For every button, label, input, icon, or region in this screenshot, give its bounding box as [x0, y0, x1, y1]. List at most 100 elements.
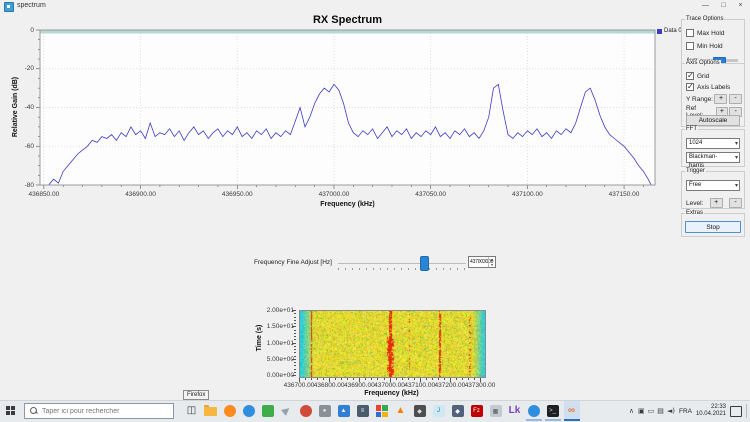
- link-app-icon[interactable]: Lk: [507, 401, 523, 421]
- stop-button[interactable]: Stop: [685, 221, 741, 233]
- fine-adjust-value[interactable]: 437003000: [470, 259, 490, 265]
- generic-app-icon[interactable]: ▦: [488, 401, 504, 421]
- waterfall-y-tick: [294, 320, 296, 321]
- axis-options-group: Axis Options ✓ Grid ✓ Axis Labels Y Rang…: [681, 63, 745, 127]
- waterfall-y-tick: [294, 356, 296, 357]
- tray-icon-0[interactable]: ▣: [638, 407, 645, 415]
- paint-icon[interactable]: ◆: [412, 401, 428, 421]
- spectrum-plot-canvas[interactable]: [36, 28, 660, 192]
- taskbar-search-input[interactable]: [24, 403, 174, 419]
- tick-label: 5.00e+00: [258, 356, 294, 363]
- maximize-button[interactable]: □: [715, 0, 732, 12]
- waterfall-x-tick: [444, 378, 445, 380]
- taskbar-clock[interactable]: 22:33 10.04.2021: [696, 404, 726, 418]
- waterfall-y-tick: [294, 372, 296, 373]
- tick-label: 436850.00: [20, 191, 68, 198]
- waterfall-x-tick: [353, 378, 354, 380]
- greenshot-icon[interactable]: [260, 401, 276, 421]
- firefox-icon[interactable]: [222, 401, 238, 421]
- camera-icon[interactable]: ●: [317, 401, 333, 421]
- gnuradio-icon[interactable]: ∞: [564, 401, 580, 421]
- close-button[interactable]: ×: [732, 0, 749, 12]
- grid-label: Grid: [697, 73, 709, 80]
- tray-icon-1[interactable]: ▭: [648, 407, 655, 415]
- waterfall-y-tick: [294, 346, 296, 347]
- mail-icon[interactable]: ▶: [279, 401, 295, 421]
- trigger-mode-dropdown[interactable]: Free: [686, 180, 740, 191]
- filezilla-icon-glyph: Fz: [471, 405, 483, 417]
- waterfall-x-tick: [377, 378, 378, 380]
- office-icon[interactable]: [374, 401, 390, 421]
- minimize-button[interactable]: —: [697, 0, 714, 12]
- fine-adjust-label: Frequency Fine Adjust [Hz]: [198, 259, 332, 266]
- waterfall-x-tick: [384, 378, 385, 380]
- trigger-level-label: Level:: [686, 200, 703, 207]
- edge-running-icon-glyph: [528, 405, 540, 417]
- task-view-button-glyph: ◫: [187, 406, 196, 416]
- task-view-button[interactable]: ◫: [184, 401, 200, 421]
- y-range-plus-button[interactable]: +: [714, 94, 727, 104]
- filezilla-icon[interactable]: Fz: [469, 401, 485, 421]
- waterfall-y-tick: [294, 333, 296, 334]
- gimp-icon[interactable]: ◆: [450, 401, 466, 421]
- trigger-group: Trigger Free Level: + -: [681, 171, 745, 209]
- show-desktop-button[interactable]: [746, 404, 747, 418]
- max-hold-checkbox[interactable]: ✓: [686, 29, 694, 37]
- window-titlebar: spectrum — □ ×: [0, 0, 750, 13]
- extras-title: Extras: [685, 210, 704, 216]
- trigger-level-plus-button[interactable]: +: [710, 198, 723, 208]
- grid-checkbox[interactable]: ✓: [686, 72, 694, 80]
- waterfall-x-tick: [408, 378, 409, 380]
- edge-icon[interactable]: [241, 401, 257, 421]
- java-icon[interactable]: J: [431, 401, 447, 421]
- tick-label: 437000.00: [310, 191, 358, 198]
- tray-icon-2[interactable]: ▤: [657, 407, 664, 415]
- fft-window-dropdown[interactable]: Blackman-harris: [686, 152, 740, 163]
- language-indicator[interactable]: FRA: [679, 408, 692, 415]
- waterfall-plot-canvas[interactable]: [299, 310, 486, 378]
- waterfall-x-tick: [396, 378, 397, 380]
- tick-label: -60: [8, 143, 34, 150]
- spinbox-arrows-icon[interactable]: ▴▾: [488, 257, 495, 267]
- waterfall-x-tick: [311, 378, 312, 380]
- edge-running-icon[interactable]: [526, 401, 542, 421]
- documents-icon[interactable]: ≡: [355, 401, 371, 421]
- window-title: spectrum: [17, 2, 46, 9]
- tray-icon-3[interactable]: ◄): [667, 407, 675, 415]
- min-hold-checkbox[interactable]: ✓: [686, 42, 694, 50]
- paint-icon-glyph: ◆: [414, 405, 426, 417]
- start-button[interactable]: [6, 406, 15, 415]
- fine-adjust-slider-handle[interactable]: [420, 256, 429, 271]
- photos-icon[interactable]: ▲: [336, 401, 352, 421]
- y-range-label: Y Range:: [686, 96, 713, 103]
- tick-label: 437300.00: [456, 382, 504, 389]
- trace-options-title: Trace Options: [685, 16, 724, 22]
- autoscale-button[interactable]: Autoscale: [686, 115, 740, 126]
- gnuradio-icon-glyph: ∞: [568, 406, 575, 416]
- fine-adjust-slider-track[interactable]: [338, 263, 466, 264]
- link-app-icon-glyph: Lk: [509, 406, 521, 416]
- notification-center-icon[interactable]: [730, 406, 742, 417]
- extras-group: Extras Stop: [681, 213, 745, 237]
- fft-size-dropdown[interactable]: 1024: [686, 138, 740, 149]
- pinball-icon[interactable]: [298, 401, 314, 421]
- java-icon-glyph: J: [433, 405, 445, 417]
- fine-adjust-spinbox[interactable]: 437003000 ▴▾: [468, 256, 496, 268]
- waterfall-x-tick: [426, 378, 427, 380]
- terminal-icon[interactable]: >_: [545, 401, 561, 421]
- trigger-level-minus-button[interactable]: -: [729, 198, 742, 208]
- hidden-icons-chevron[interactable]: ∧: [629, 407, 634, 415]
- file-explorer-icon[interactable]: [203, 401, 219, 421]
- axis-labels-checkbox[interactable]: ✓: [686, 83, 694, 91]
- vlc-icon[interactable]: ▲: [393, 401, 409, 421]
- min-hold-label: Min Hold: [697, 43, 723, 50]
- y-range-minus-button[interactable]: -: [729, 94, 742, 104]
- axis-options-title: Axis Options: [685, 60, 721, 66]
- tick-label: 0.00e+00: [258, 372, 294, 379]
- waterfall-x-tick: [305, 378, 306, 380]
- clock-time: 22:33: [696, 404, 726, 411]
- fft-group: FFT 1024 Blackman-harris: [681, 129, 745, 167]
- tray-icon-strip: ▣▭▤◄): [638, 407, 675, 415]
- waterfall-y-tick: [294, 365, 296, 366]
- waterfall-x-tick: [341, 378, 342, 380]
